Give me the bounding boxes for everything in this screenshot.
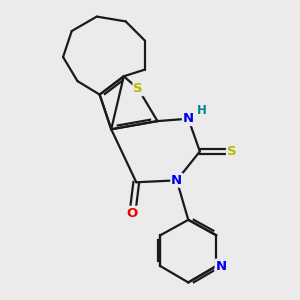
Text: N: N xyxy=(171,174,182,187)
Text: N: N xyxy=(215,260,226,273)
Text: S: S xyxy=(134,82,143,95)
Text: S: S xyxy=(227,145,236,158)
Text: H: H xyxy=(197,103,207,116)
Text: N: N xyxy=(183,112,194,125)
Text: O: O xyxy=(127,207,138,220)
